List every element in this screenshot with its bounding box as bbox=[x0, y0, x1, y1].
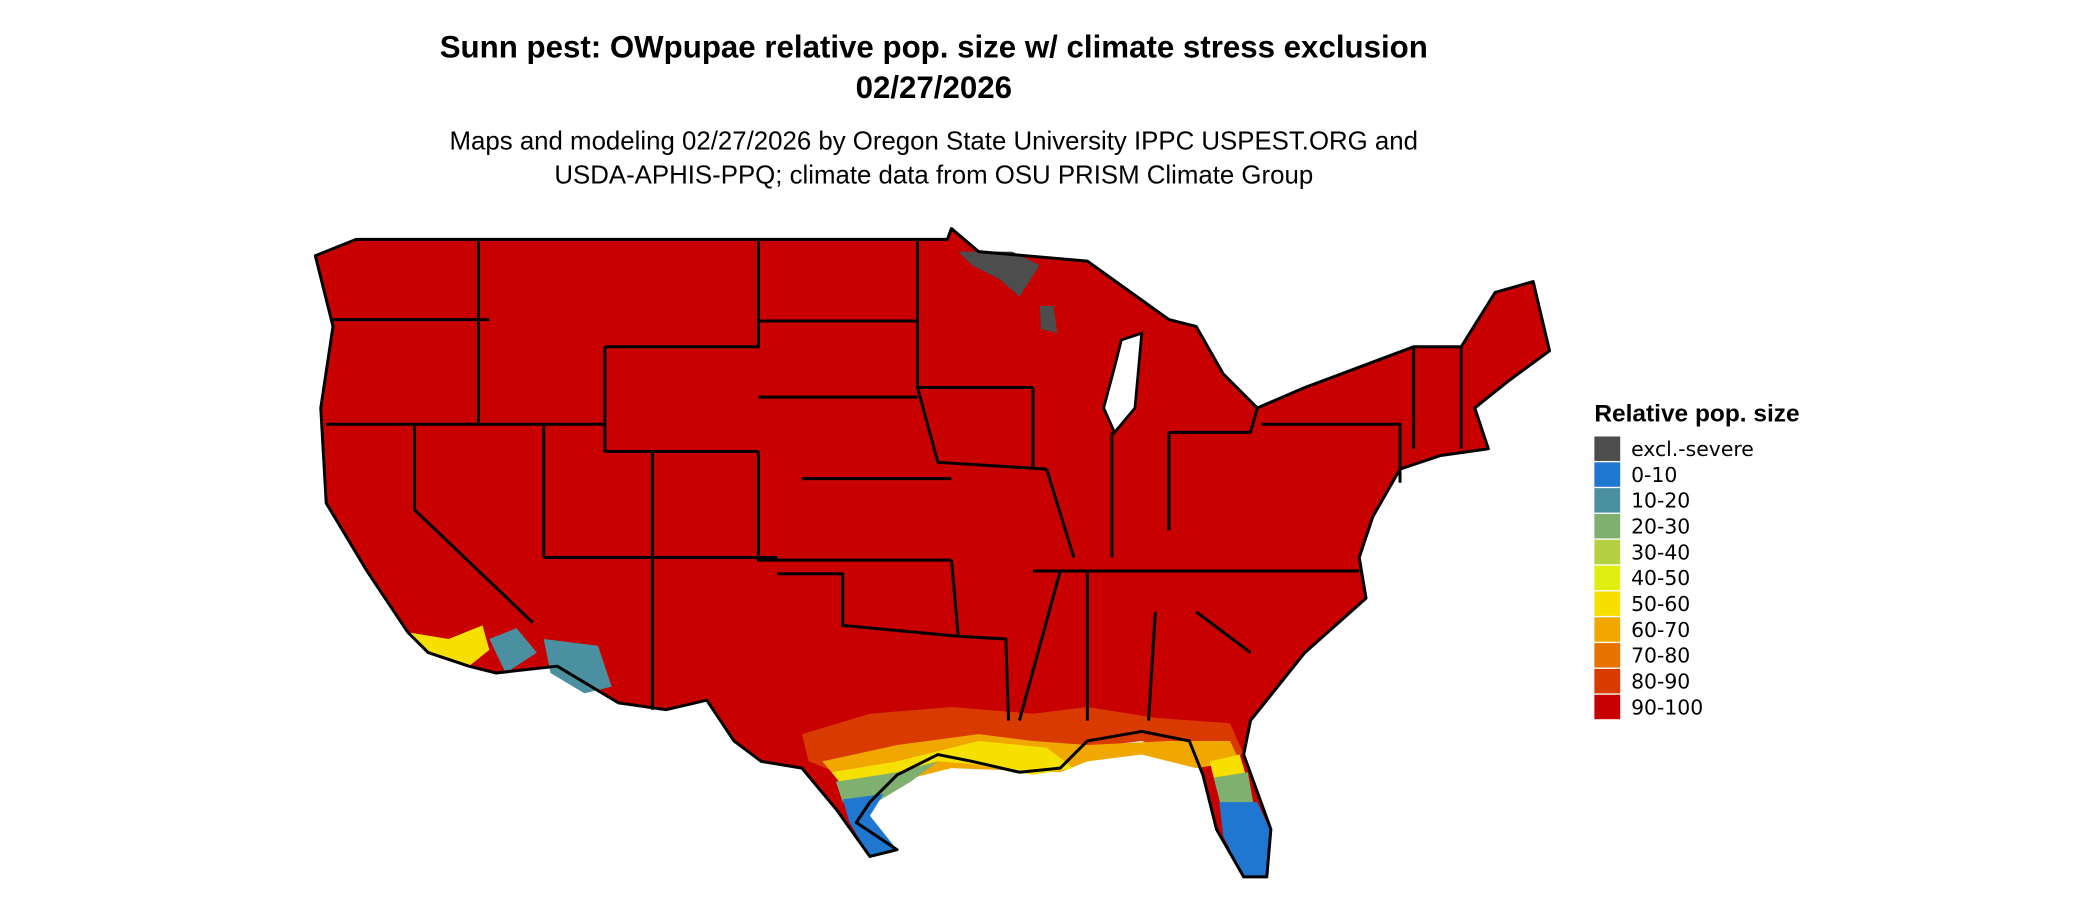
legend-swatch bbox=[1594, 617, 1621, 642]
legend-swatch bbox=[1594, 436, 1621, 461]
us-outline bbox=[313, 227, 1552, 879]
zone-excluded bbox=[958, 251, 1058, 334]
legend-label: 20-30 bbox=[1631, 515, 1690, 539]
legend-label: 10-20 bbox=[1631, 489, 1690, 513]
legend-label: 70-80 bbox=[1631, 644, 1690, 668]
zone-sw bbox=[489, 628, 612, 694]
legend-swatch bbox=[1594, 539, 1621, 565]
us-map bbox=[313, 227, 1552, 879]
legend-label: 40-50 bbox=[1631, 566, 1690, 590]
lake-michigan bbox=[1102, 331, 1144, 435]
legend-label: 50-60 bbox=[1631, 592, 1690, 616]
legend-label: excl.-severe bbox=[1631, 437, 1754, 461]
subtitle: Maps and modeling 02/27/2026 by Oregon S… bbox=[450, 128, 1418, 156]
legend-swatch bbox=[1594, 513, 1621, 539]
subtitle: USDA-APHIS-PPQ; climate data from OSU PR… bbox=[554, 162, 1313, 190]
legend-label: 90-100 bbox=[1631, 695, 1703, 719]
legend-swatch bbox=[1594, 668, 1621, 694]
legend: Relative pop. size excl.-severe0-1010-20… bbox=[1594, 401, 1800, 720]
legend-swatch bbox=[1594, 694, 1621, 720]
legend-label: 30-40 bbox=[1631, 540, 1690, 564]
legend-title: Relative pop. size bbox=[1594, 401, 1799, 428]
title: Sunn pest: OWpupae relative pop. size w/… bbox=[440, 29, 1428, 64]
state-borders bbox=[326, 239, 1463, 721]
legend-swatch bbox=[1594, 488, 1621, 513]
legend-label: 60-70 bbox=[1631, 618, 1690, 642]
legend-swatch bbox=[1594, 643, 1621, 668]
zone-0-10 bbox=[842, 793, 1271, 877]
legend-swatch bbox=[1594, 565, 1621, 591]
legend-swatch bbox=[1594, 591, 1621, 616]
us-land bbox=[315, 228, 1550, 877]
legend-label: 80-90 bbox=[1631, 670, 1690, 694]
legend-label: 0-10 bbox=[1631, 463, 1677, 487]
title: 02/27/2026 bbox=[856, 70, 1012, 105]
zone-sw-yellow bbox=[407, 625, 490, 667]
legend-swatch bbox=[1594, 462, 1621, 487]
